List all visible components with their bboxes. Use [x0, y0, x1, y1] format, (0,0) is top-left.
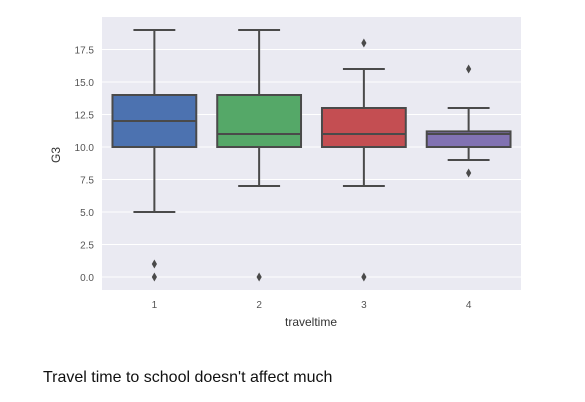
- box-iqr: [322, 108, 406, 147]
- x-tick-labels: 1 2 3 4: [152, 300, 472, 311]
- x-tick-label: 1: [152, 300, 158, 311]
- y-tick-label: 17.5: [75, 46, 95, 57]
- y-tick-label: 2.5: [80, 241, 94, 252]
- y-tick-label: 15.0: [75, 78, 95, 89]
- box-iqr: [217, 95, 301, 147]
- boxplot-chart: 0.0 2.5 5.0 7.5 10.0 12.5 15.0 17.5 1 2 3 4 travel…: [0, 0, 585, 350]
- y-tick-label: 7.5: [80, 176, 94, 187]
- y-axis-label: G3: [49, 147, 63, 163]
- x-axis-label: traveltime: [285, 315, 337, 329]
- x-tick-label: 3: [361, 300, 367, 311]
- y-tick-labels: 0.0 2.5 5.0 7.5 10.0 12.5 15.0 17.5: [75, 46, 95, 285]
- x-tick-label: 2: [256, 300, 262, 311]
- caption-text: Travel time to school doesn't affect muc…: [43, 369, 332, 387]
- y-tick-label: 5.0: [80, 208, 94, 219]
- y-tick-label: 12.5: [75, 111, 95, 122]
- y-tick-label: 0.0: [80, 273, 94, 284]
- y-tick-label: 10.0: [75, 143, 95, 154]
- plot-area: [102, 17, 521, 290]
- x-tick-label: 4: [466, 300, 472, 311]
